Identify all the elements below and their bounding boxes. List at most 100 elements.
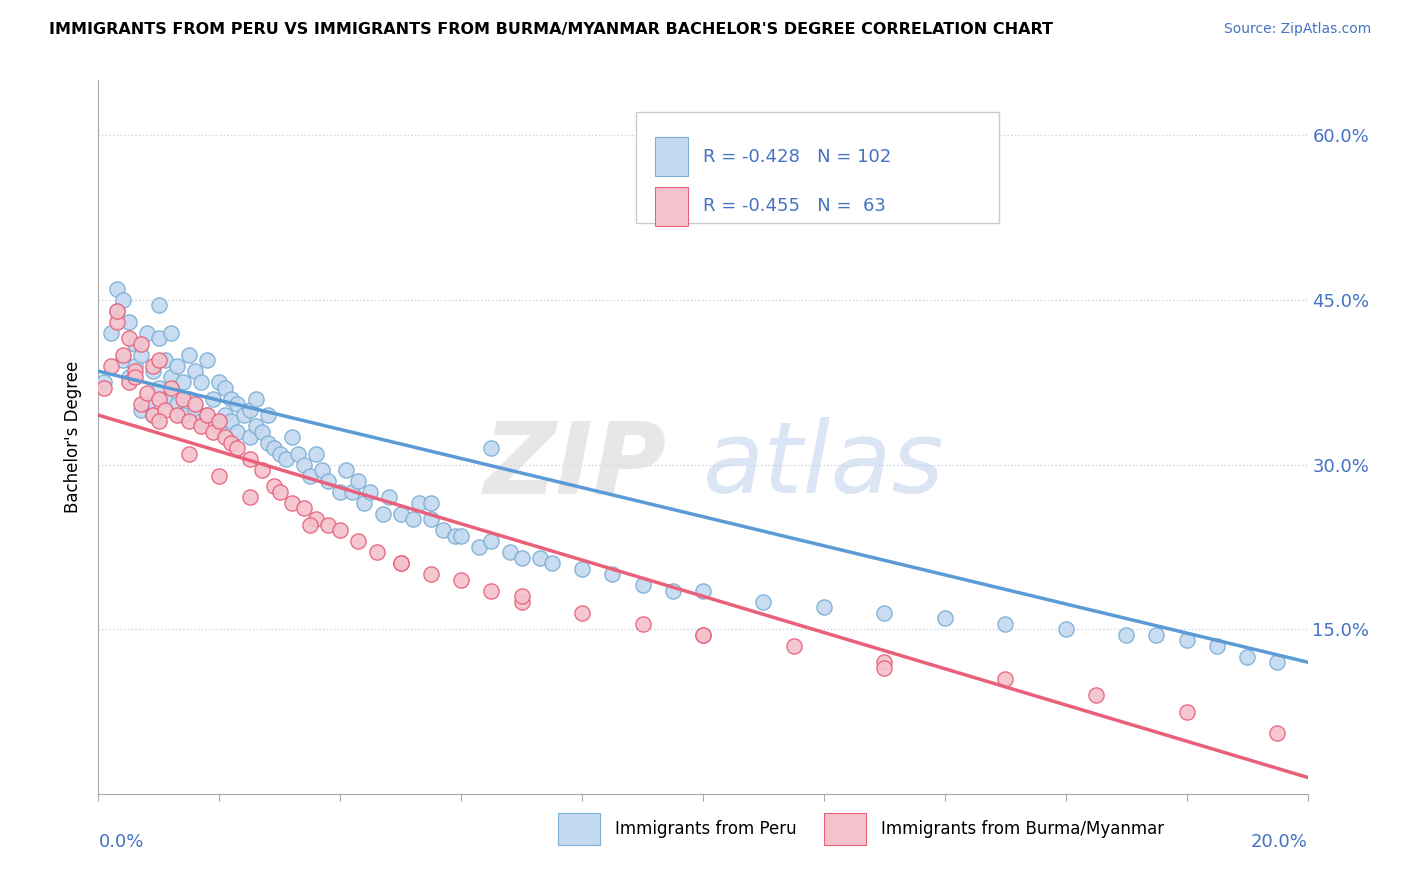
Point [402, 512, 425, 526]
Point [148, 414, 170, 428]
Text: IMMIGRANTS FROM PERU VS IMMIGRANTS FROM BURMA/MYANMAR BACHELOR'S DEGREE CORRELAT: IMMIGRANTS FROM PERU VS IMMIGRANTS FROM … [49, 22, 1053, 37]
Point [287, 446, 309, 460]
Point [342, 485, 364, 500]
Point [281, 496, 304, 510]
Point [498, 545, 520, 559]
Point [353, 496, 375, 510]
Point [100, 326, 122, 340]
Point [444, 529, 467, 543]
Point [208, 414, 231, 428]
Point [450, 573, 472, 587]
Point [269, 485, 291, 500]
Point [1144, 628, 1167, 642]
Point [311, 463, 333, 477]
Point [93, 381, 115, 395]
Point [299, 468, 322, 483]
Point [129, 397, 152, 411]
Point [135, 386, 157, 401]
Point [124, 364, 146, 378]
Point [111, 293, 134, 307]
Point [1175, 633, 1198, 648]
Text: Source: ZipAtlas.com: Source: ZipAtlas.com [1223, 22, 1371, 37]
Point [1115, 628, 1137, 642]
Point [432, 524, 454, 538]
Point [783, 639, 806, 653]
Point [305, 512, 328, 526]
Point [214, 430, 236, 444]
Point [118, 369, 141, 384]
Point [389, 557, 412, 571]
Point [269, 446, 291, 460]
Point [389, 557, 412, 571]
Point [208, 419, 231, 434]
Point [347, 534, 370, 549]
Point [153, 402, 176, 417]
Point [256, 408, 278, 422]
Point [148, 298, 170, 312]
Point [111, 353, 134, 368]
Point [529, 550, 551, 565]
Point [250, 463, 273, 477]
Point [221, 414, 243, 428]
Point [214, 408, 236, 422]
Point [221, 392, 243, 406]
Point [148, 353, 170, 368]
Point [292, 458, 315, 472]
Point [190, 375, 212, 389]
Point [148, 392, 170, 406]
Point [142, 364, 165, 378]
Point [166, 359, 188, 373]
Bar [824, 814, 866, 846]
Point [335, 463, 357, 477]
Point [299, 517, 322, 532]
Text: Immigrants from Burma/Myanmar: Immigrants from Burma/Myanmar [880, 821, 1164, 838]
Point [160, 326, 183, 340]
Point [239, 402, 262, 417]
Point [142, 408, 165, 422]
Text: R = -0.428   N = 102: R = -0.428 N = 102 [703, 148, 891, 166]
Text: atlas: atlas [703, 417, 945, 514]
Bar [558, 814, 600, 846]
Point [202, 425, 225, 439]
Point [135, 397, 157, 411]
Point [813, 600, 835, 615]
Point [129, 336, 152, 351]
Bar [655, 186, 689, 226]
Point [510, 589, 533, 603]
Point [160, 381, 183, 395]
Point [118, 331, 141, 345]
Point [274, 452, 297, 467]
Point [420, 512, 443, 526]
Point [540, 557, 562, 571]
Point [142, 408, 165, 422]
Point [934, 611, 956, 625]
Point [510, 550, 533, 565]
Point [239, 430, 262, 444]
Point [179, 392, 201, 406]
Point [226, 397, 249, 411]
Point [316, 474, 339, 488]
Point [124, 359, 146, 373]
Point [124, 369, 146, 384]
Point [129, 348, 152, 362]
Point [281, 430, 304, 444]
Point [184, 402, 207, 417]
Point [692, 628, 714, 642]
Point [153, 353, 176, 368]
Point [195, 408, 218, 422]
Point [250, 425, 273, 439]
Point [221, 435, 243, 450]
Point [631, 578, 654, 592]
Point [179, 348, 201, 362]
Point [166, 397, 188, 411]
Point [179, 414, 201, 428]
Point [202, 392, 225, 406]
Point [93, 375, 115, 389]
Point [105, 282, 128, 296]
Point [105, 303, 128, 318]
Point [263, 441, 285, 455]
Point [190, 419, 212, 434]
Text: ZIP: ZIP [484, 417, 666, 514]
Point [256, 435, 278, 450]
Point [184, 364, 207, 378]
